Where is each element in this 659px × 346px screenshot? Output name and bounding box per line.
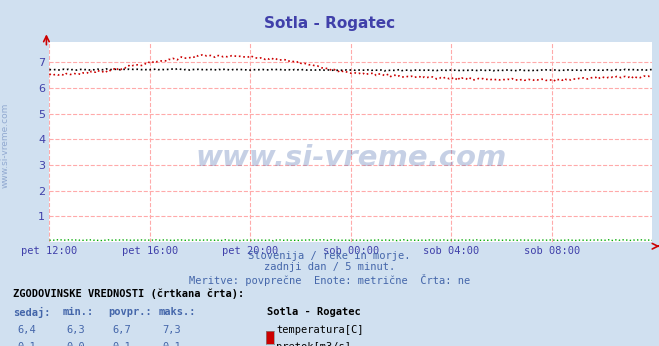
- Text: 6,4: 6,4: [17, 325, 36, 335]
- Text: min.:: min.:: [63, 307, 94, 317]
- Text: sedaj:: sedaj:: [13, 307, 51, 318]
- Text: 0,1: 0,1: [162, 342, 181, 346]
- Text: pretok[m3/s]: pretok[m3/s]: [276, 342, 351, 346]
- Text: temperatura[C]: temperatura[C]: [276, 325, 364, 335]
- Text: 0,1: 0,1: [17, 342, 36, 346]
- Text: povpr.:: povpr.:: [109, 307, 152, 317]
- Text: 0,0: 0,0: [67, 342, 85, 346]
- Text: www.si-vreme.com: www.si-vreme.com: [195, 144, 507, 172]
- Text: zadnji dan / 5 minut.: zadnji dan / 5 minut.: [264, 262, 395, 272]
- Text: 6,3: 6,3: [67, 325, 85, 335]
- Text: 7,3: 7,3: [162, 325, 181, 335]
- Text: 6,7: 6,7: [113, 325, 131, 335]
- Text: Sotla - Rogatec: Sotla - Rogatec: [267, 307, 360, 317]
- Text: Sotla - Rogatec: Sotla - Rogatec: [264, 16, 395, 30]
- Text: maks.:: maks.:: [158, 307, 196, 317]
- Text: 0,1: 0,1: [113, 342, 131, 346]
- Text: Meritve: povprečne  Enote: metrične  Črta: ne: Meritve: povprečne Enote: metrične Črta:…: [189, 274, 470, 286]
- Text: Slovenija / reke in morje.: Slovenija / reke in morje.: [248, 251, 411, 261]
- Text: ZGODOVINSKE VREDNOSTI (črtkana črta):: ZGODOVINSKE VREDNOSTI (črtkana črta):: [13, 289, 244, 299]
- Text: www.si-vreme.com: www.si-vreme.com: [1, 103, 10, 188]
